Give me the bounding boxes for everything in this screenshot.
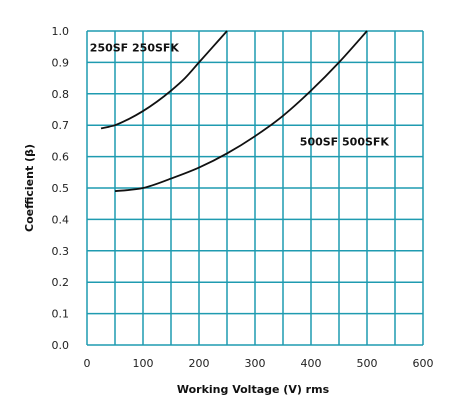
x-tick-label: 400 (301, 357, 322, 370)
x-tick-label: 200 (189, 357, 210, 370)
y-tick-label: 0.2 (52, 276, 70, 289)
y-tick-label: 0.9 (52, 56, 70, 69)
y-axis-title: Coefficient (β) (23, 144, 36, 232)
y-tick-label: 0.1 (52, 308, 70, 321)
series-lines (100, 30, 368, 193)
y-tick-label: 0.5 (52, 182, 70, 195)
x-tick-label: 300 (245, 357, 266, 370)
x-tick-label: 600 (413, 357, 434, 370)
x-tick-label: 0 (84, 357, 91, 370)
y-tick-label: 1.0 (52, 25, 70, 38)
x-tick-label: 500 (357, 357, 378, 370)
y-tick-label: 0.4 (52, 213, 70, 226)
y-tick-label: 0.3 (52, 245, 70, 258)
y-tick-label: 0.0 (52, 339, 70, 352)
y-tick-label: 0.8 (52, 88, 70, 101)
series-label-2: 500SF 500SFK (300, 136, 390, 149)
x-axis-title: Working Voltage (V) rms (177, 383, 330, 396)
series-label-1: 250SF 250SFK (90, 41, 180, 54)
series-line-2 (114, 30, 368, 193)
x-tick-label: 100 (133, 357, 154, 370)
series-line-1 (100, 30, 228, 130)
y-tick-label: 0.7 (52, 119, 70, 132)
tick-labels: 0 100 200 300 400 500 600 0.0 0.1 0.2 0.3 0.4 0.5 0.6… (52, 25, 434, 370)
grid (86, 30, 424, 346)
y-tick-label: 0.6 (52, 151, 70, 164)
series-labels: 250SF 250SFK 500SF 500SFK (90, 41, 390, 148)
